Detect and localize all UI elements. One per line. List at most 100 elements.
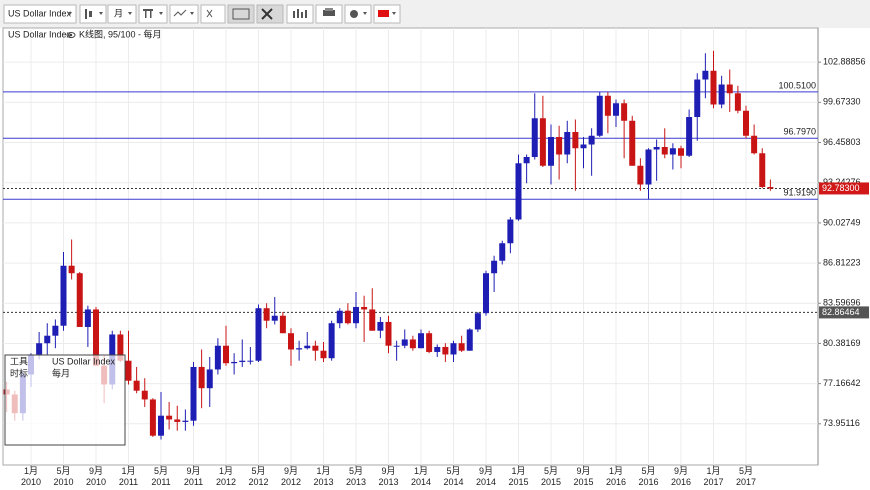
scale-button[interactable] <box>200 4 226 24</box>
x-tick-label: 5月 2013 <box>345 466 367 487</box>
x-tick-label: 1月 2014 <box>410 466 432 487</box>
candle-body <box>621 103 628 121</box>
candle-body <box>515 163 522 220</box>
x-tick-label: 9月 2015 <box>573 466 594 487</box>
header-symbol: US Dollar Index <box>8 29 72 39</box>
x-tick-label: 5月 2012 <box>248 466 269 487</box>
candle-body <box>572 132 579 149</box>
candle-body <box>68 265 75 274</box>
y-tick-label: 73.95116 <box>823 418 860 428</box>
toolbar-symbol: US Dollar Index <box>8 8 72 18</box>
candle-body <box>84 309 91 327</box>
price-line-label: 91.9190 <box>783 188 816 198</box>
candle-body <box>694 79 701 118</box>
candle-body <box>93 309 99 366</box>
drawing-button[interactable] <box>169 4 199 24</box>
candle-body <box>734 93 741 111</box>
price-badge <box>819 306 869 319</box>
candle-body <box>393 345 400 347</box>
price-badge-label: 92.78300 <box>822 183 860 193</box>
candle-body <box>231 361 238 364</box>
candle-body <box>255 308 262 361</box>
candle-body <box>751 135 758 154</box>
candle-body <box>556 137 563 155</box>
x-tick-label: 5月 2016 <box>638 466 659 487</box>
period-select[interactable] <box>107 4 137 24</box>
candle-body <box>279 315 286 334</box>
candle-body <box>377 321 384 331</box>
x-tick-label: 5月 2015 <box>540 466 562 487</box>
symbol-select[interactable] <box>3 4 77 24</box>
candle-body <box>174 419 181 422</box>
candle-body <box>288 333 294 350</box>
candle-body <box>531 118 538 157</box>
layout-button[interactable] <box>227 4 255 24</box>
price-lines: 100.5100 96.7970 91.9190 <box>3 80 818 313</box>
candle-body <box>336 310 343 324</box>
x-tick-label: 1月 2012 <box>215 466 237 487</box>
candle-body <box>442 346 449 355</box>
x-tick-label: 1月 2010 <box>20 466 42 487</box>
candle-body <box>539 118 546 166</box>
x-tick-label: 1月 2015 <box>508 466 529 487</box>
overlay-timescale: 时标 <box>10 367 28 378</box>
candle-body <box>223 345 229 364</box>
candle-body <box>117 334 124 361</box>
candle-body <box>548 137 554 166</box>
overlay-box <box>4 354 126 446</box>
candle-body <box>214 345 221 370</box>
volume-button[interactable] <box>286 4 314 24</box>
candle-body <box>190 366 197 421</box>
y-tick-label: 102.88856 <box>823 57 866 67</box>
candle-body <box>141 390 148 400</box>
candle-body <box>653 147 660 150</box>
candle-body <box>60 265 67 326</box>
overlay-period: 每月 <box>52 367 70 378</box>
candle-body <box>491 260 498 274</box>
y-tick-label: 93.24276 <box>823 177 861 187</box>
y-tick-label: 80.38169 <box>823 338 861 348</box>
x-tick-label: 9月 2016 <box>670 466 692 487</box>
price-badge <box>819 182 869 195</box>
candle-body <box>198 366 205 389</box>
candle-body <box>426 333 433 352</box>
y-tick-label: 99.67330 <box>823 97 861 107</box>
candle-body <box>726 84 733 94</box>
candle-body <box>401 339 408 346</box>
x-tick-label: 5月 2010 <box>53 466 74 487</box>
grid <box>3 28 818 468</box>
header-info: K线图, 95/100 - 每月 <box>79 28 162 39</box>
x-tick-label: 9月 2012 <box>280 466 302 487</box>
candle-body <box>312 345 319 351</box>
candle-body <box>434 346 441 352</box>
candle-body <box>596 95 603 136</box>
x-tick-label: 9月 2010 <box>85 466 107 487</box>
candle-body <box>580 144 587 149</box>
candle-body <box>458 343 465 351</box>
candle-body <box>499 243 506 261</box>
candle-body <box>466 329 473 351</box>
chart-type-button[interactable] <box>79 4 107 24</box>
candle-body <box>564 132 571 155</box>
x-tick-label: 5月 2017 <box>735 466 757 487</box>
candle-body <box>661 147 668 155</box>
candle-body <box>125 360 132 381</box>
candle-body <box>385 321 392 346</box>
candle-body <box>344 310 351 324</box>
indicator-button[interactable] <box>138 4 168 24</box>
x-tick-label: 1月 2016 <box>605 466 627 487</box>
overlay-symbol: US Dollar Index <box>52 356 116 366</box>
toolbar-period: 月 <box>114 8 123 18</box>
candle-body <box>637 165 644 185</box>
candle-body <box>767 186 774 189</box>
fullscreen-button[interactable] <box>256 4 284 24</box>
overlay-tools: 工具 <box>10 356 28 366</box>
candle-body <box>710 70 717 105</box>
candle-body <box>206 369 213 389</box>
candle-body <box>361 306 368 310</box>
candle-body <box>604 95 611 116</box>
candle-body <box>149 399 156 436</box>
